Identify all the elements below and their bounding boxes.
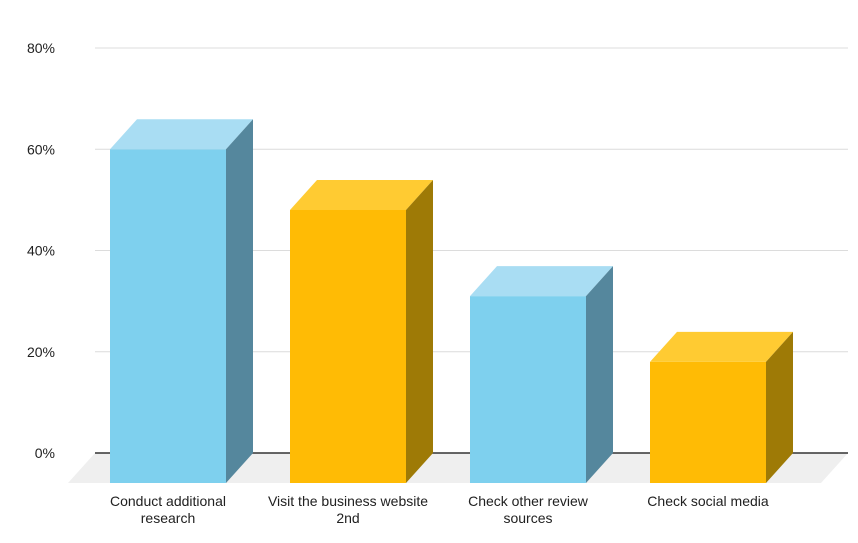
category-label-line: Visit the business website (268, 493, 428, 509)
y-axis-tick-label: 0% (35, 445, 55, 461)
y-axis-tick-label: 20% (27, 344, 55, 360)
y-axis-tick-label: 60% (27, 141, 55, 157)
category-label-line: research (141, 510, 195, 526)
bar-top-face (110, 119, 253, 150)
y-axis-tick-label: 40% (27, 243, 55, 259)
bar-top-face (650, 331, 793, 362)
bar-side-face (226, 119, 253, 483)
bar-front-face (650, 361, 766, 483)
y-axis-tick-label: 80% (27, 40, 55, 56)
x-axis-category-label: Check other review sources (468, 493, 589, 526)
x-axis-category-label: Check social media (647, 493, 769, 509)
bar-top-face (470, 266, 613, 297)
bar-visit-the-business-website-2nd[interactable] (290, 180, 433, 483)
bar-front-face (290, 210, 406, 483)
x-axis-category-label: Conduct additional research (110, 493, 226, 526)
bar-side-face (766, 331, 793, 483)
bar-side-face (586, 266, 613, 483)
category-label-line: Check social media (647, 493, 769, 509)
bar-conduct-additional-research[interactable] (110, 119, 253, 483)
bar-check-social-media[interactable] (650, 331, 793, 483)
category-label-line: Check other review (468, 493, 589, 509)
category-label-line: 2nd (336, 510, 359, 526)
category-label-line: sources (503, 510, 552, 526)
x-axis-category-label: Visit the business website 2nd (268, 493, 428, 526)
bar-check-other-review-sources[interactable] (470, 266, 613, 483)
bar-top-face (290, 180, 433, 210)
bar-front-face (110, 149, 226, 483)
bar-side-face (406, 180, 433, 483)
bar-front-face (470, 296, 586, 483)
category-label-line: Conduct additional (110, 493, 226, 509)
